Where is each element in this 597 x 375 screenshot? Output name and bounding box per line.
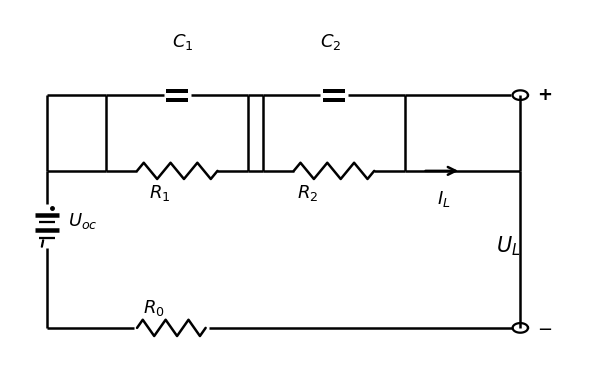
Text: +: + (537, 86, 552, 104)
Text: $I_L$: $I_L$ (436, 189, 450, 209)
Text: $U_L$: $U_L$ (496, 235, 521, 258)
Text: $-$: $-$ (537, 319, 552, 337)
Text: $C_2$: $C_2$ (321, 32, 341, 52)
Text: $U_{oc}$: $U_{oc}$ (68, 211, 97, 231)
Text: $R_0$: $R_0$ (143, 298, 164, 318)
Text: $R_2$: $R_2$ (297, 183, 318, 203)
Text: $C_1$: $C_1$ (173, 32, 194, 52)
Text: $R_1$: $R_1$ (149, 183, 170, 203)
